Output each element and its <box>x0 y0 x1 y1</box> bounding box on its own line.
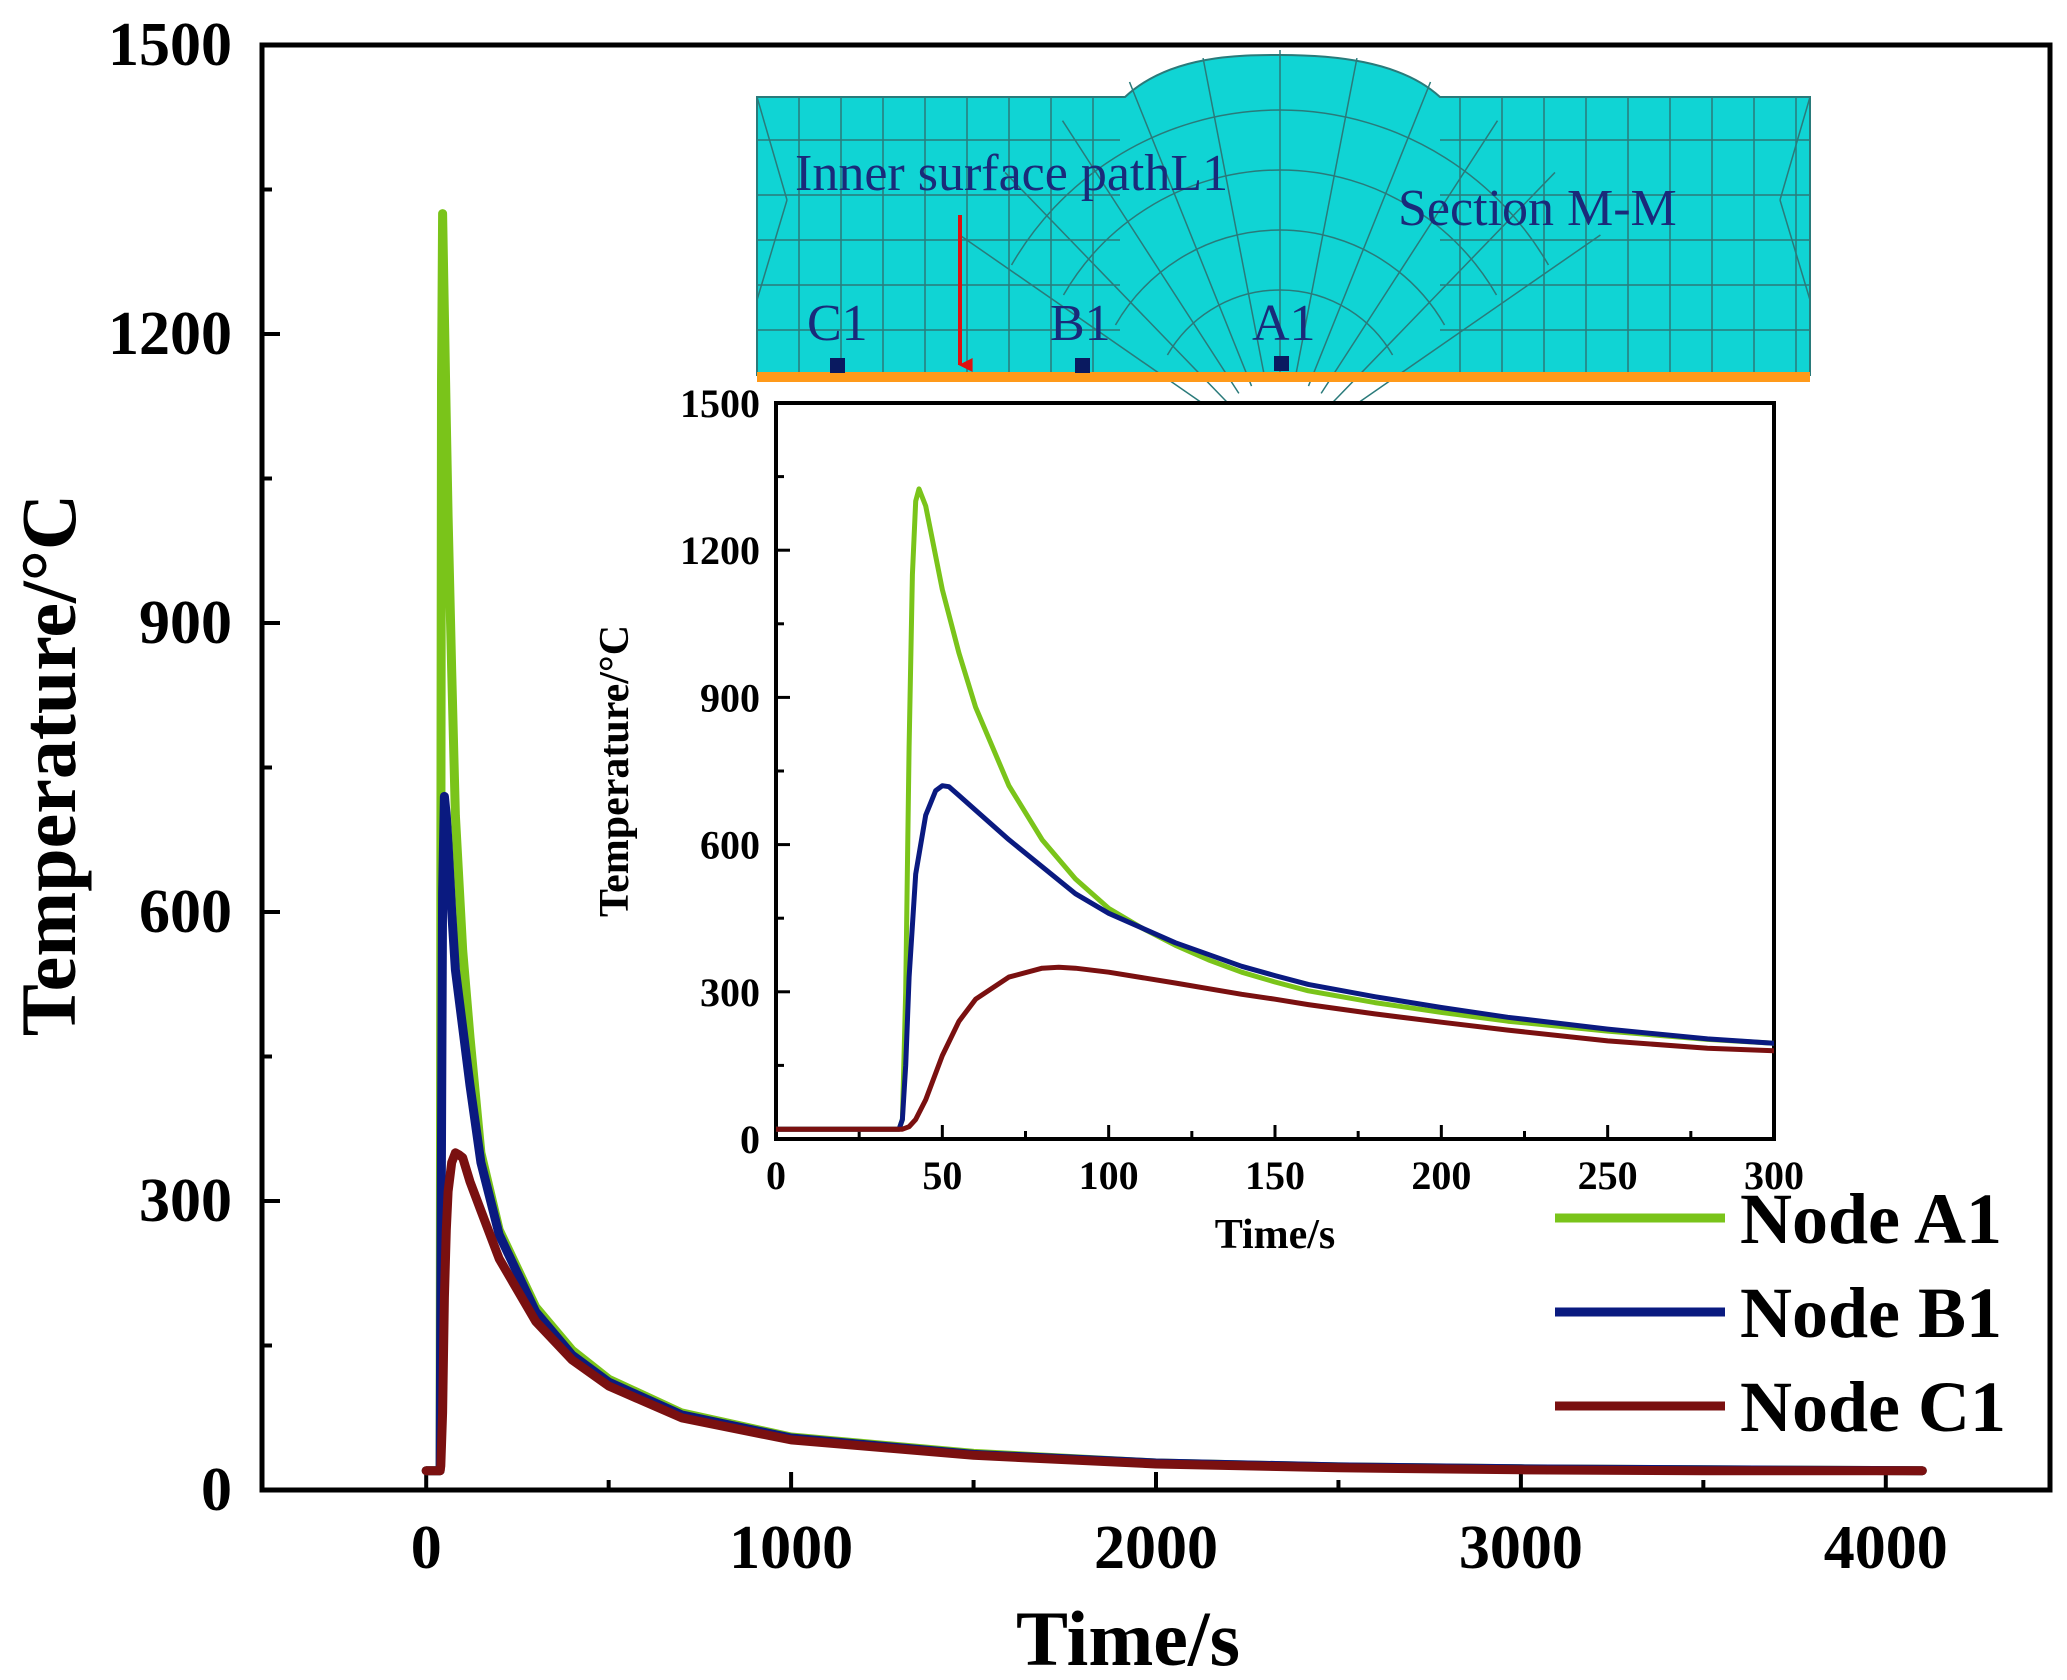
inset-series-node-a1 <box>776 486 1774 1132</box>
inset-x-tick-label: 0 <box>766 1153 786 1198</box>
main-y-tick-label: 1200 <box>108 300 232 368</box>
main-y-tick-label: 900 <box>139 589 232 657</box>
node-marker-a1 <box>1274 356 1289 371</box>
inset-series-node-b1 <box>776 783 1774 1132</box>
inset-series-node-c1 <box>776 964 1774 1132</box>
mesh-weld-line <box>1061 120 1240 394</box>
mesh-weld-arc <box>1010 109 1550 266</box>
inset-x-tick-label: 250 <box>1578 1153 1638 1198</box>
node-label-b1: B1 <box>1050 295 1111 352</box>
main-series <box>421 209 1927 1476</box>
inset-chart: 0 50 100 150 200 250 300 0 300 600 900 1200 1500 Tim… <box>592 381 1804 1258</box>
mesh-weld-line <box>1320 120 1499 394</box>
main-y-tick-label: 600 <box>139 878 232 946</box>
mesh-section-inset: Inner surface pathL1 Section M-M C1 B1 A… <box>756 50 1811 416</box>
inset-x-tick-label: 50 <box>922 1153 962 1198</box>
legend-entry-node-c1: Node C1 <box>1555 1367 2006 1447</box>
main-x-tick-label: 0 <box>411 1514 442 1582</box>
node-label-c1: C1 <box>807 295 868 352</box>
inset-ticks <box>774 401 1776 1141</box>
mesh-weld-line <box>1331 171 1556 404</box>
inset-x-axis-title: Time/s <box>1215 1212 1336 1258</box>
mesh-body <box>756 53 1811 376</box>
mesh-edge-line <box>1779 199 1811 301</box>
mesh-weld-line <box>1128 81 1253 387</box>
inset-x-tick-label: 200 <box>1411 1153 1471 1198</box>
main-x-axis-title: Time/s <box>1016 1595 1240 1680</box>
mesh-weld-line <box>1004 171 1229 404</box>
node-marker-c1 <box>830 358 845 373</box>
mesh-grid-lines <box>756 50 1811 416</box>
mesh-edge-line <box>756 96 788 201</box>
legend-entry-node-b1: Node B1 <box>1555 1273 2002 1353</box>
section-label: Section M-M <box>1398 180 1677 237</box>
mesh-weld-line <box>1202 57 1267 382</box>
inset-y-tick-label: 0 <box>740 1117 760 1162</box>
main-y-tick-label: 300 <box>139 1167 232 1235</box>
main-y-tick-label: 1500 <box>108 11 232 79</box>
legend-label-node-b1: Node B1 <box>1740 1273 2002 1353</box>
inset-y-tick-label: 600 <box>700 823 760 868</box>
main-x-tick-label: 2000 <box>1094 1514 1218 1582</box>
mesh-edge-line <box>1779 96 1811 201</box>
legend-label-node-a1: Node A1 <box>1740 1179 2002 1259</box>
inset-tick-labels: 0 50 100 150 200 250 300 0 300 600 900 1200 1500 <box>680 381 1804 1198</box>
mesh-weld-arc <box>1166 289 1394 356</box>
mesh-weld-arc <box>1062 169 1498 296</box>
mesh-weld-arc <box>1114 229 1446 326</box>
mesh-weld-line <box>1340 234 1601 416</box>
main-y-tick-label: 0 <box>201 1456 232 1524</box>
node-marker-b1 <box>1075 358 1090 373</box>
inset-y-axis-title: Temperature/°C <box>592 625 638 917</box>
inset-y-tick-label: 300 <box>700 970 760 1015</box>
inset-x-tick-label: 300 <box>1744 1153 1804 1198</box>
node-label-a1: A1 <box>1252 295 1316 352</box>
main-series-node-c1 <box>421 1148 1927 1476</box>
node-a1: A1 <box>1252 295 1316 371</box>
inset-x-tick-label: 150 <box>1245 1153 1305 1198</box>
inset-y-tick-label: 1500 <box>680 381 760 426</box>
inset-y-tick-label: 900 <box>700 675 760 720</box>
legend-entry-node-a1: Node A1 <box>1555 1179 2002 1259</box>
legend-label-node-c1: Node C1 <box>1740 1367 2006 1447</box>
mesh-weld-line <box>1307 81 1432 387</box>
inset-plot-frame <box>774 401 1776 1141</box>
node-b1: B1 <box>1050 295 1111 373</box>
inset-x-tick-label: 100 <box>1079 1153 1139 1198</box>
main-x-tick-label: 3000 <box>1459 1514 1583 1582</box>
inset-y-tick-label: 1200 <box>680 528 760 573</box>
mesh-weld-line <box>959 234 1220 416</box>
main-x-tick-label: 1000 <box>729 1514 853 1582</box>
path-label: Inner surface pathL1 <box>795 145 1228 202</box>
inset-series <box>776 486 1774 1132</box>
legend: Node A1 Node B1 Node C1 <box>1555 1179 2006 1447</box>
mesh-weld-line <box>1293 57 1358 382</box>
node-c1: C1 <box>807 295 868 373</box>
main-y-axis-title: Temperature/°C <box>5 494 92 1036</box>
main-x-tick-label: 4000 <box>1824 1514 1948 1582</box>
mesh-edge-line <box>756 199 788 301</box>
